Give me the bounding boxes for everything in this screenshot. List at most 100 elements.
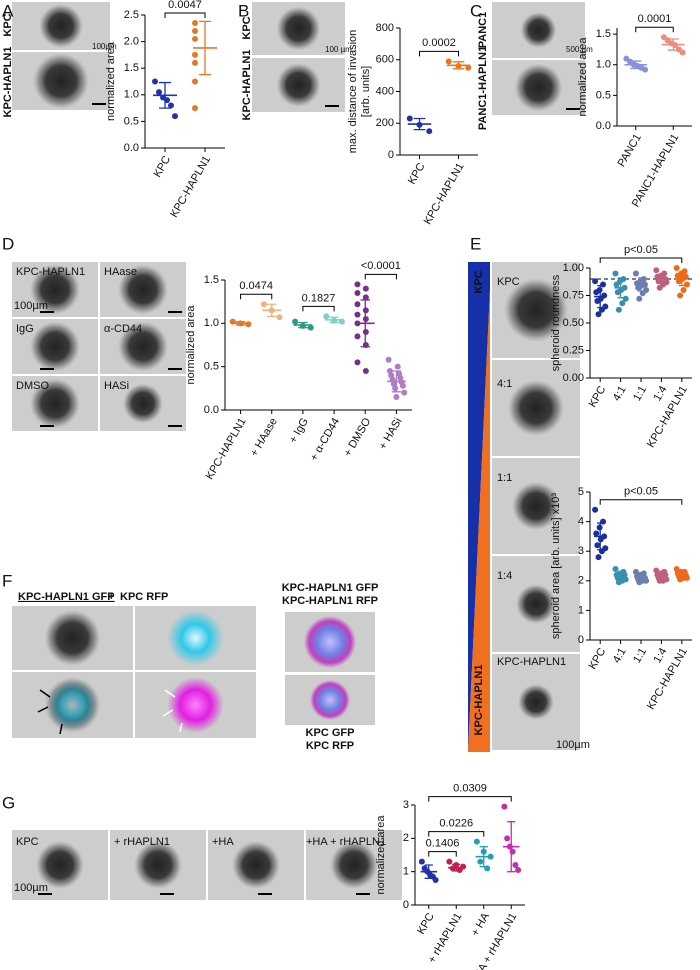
x-tick-label: + α-CD44 bbox=[308, 416, 342, 463]
error-bar bbox=[235, 320, 246, 326]
data-point bbox=[172, 113, 178, 120]
x-tick-label: 4:1 bbox=[611, 646, 629, 665]
data-point bbox=[600, 281, 607, 288]
data-point bbox=[683, 281, 690, 288]
x-tick-label: KPC-HAPLN1 bbox=[645, 384, 690, 450]
spheroid bbox=[276, 6, 321, 51]
ratio-strip-kpc bbox=[468, 262, 490, 752]
panel-label: IgG bbox=[16, 323, 34, 335]
error-bar bbox=[479, 846, 488, 868]
data-point bbox=[622, 295, 629, 302]
x-tick-label: + HA bbox=[469, 910, 492, 938]
panel-letter: C bbox=[470, 1, 482, 20]
error-bar bbox=[597, 522, 604, 551]
y-tick-label: 2.5 bbox=[124, 9, 139, 21]
data-point bbox=[152, 78, 158, 85]
data-point bbox=[593, 289, 600, 296]
data-point bbox=[399, 382, 406, 389]
y-axis-label: max. distance of invasion bbox=[347, 30, 359, 154]
significance-bracket bbox=[599, 257, 683, 263]
panel-label: 100 µm bbox=[325, 45, 352, 54]
arrow bbox=[59, 723, 63, 735]
spheroid bbox=[520, 12, 557, 48]
panel-label: +HA bbox=[212, 836, 234, 848]
data-point bbox=[465, 64, 472, 71]
data-point bbox=[354, 290, 361, 296]
data-point bbox=[477, 858, 484, 865]
spheroid bbox=[310, 680, 350, 720]
p-value: 0.0047 bbox=[168, 0, 202, 11]
data-point bbox=[680, 287, 687, 293]
panel-label: PANC1-HAPLN1 bbox=[477, 46, 489, 130]
panel-label: PANC1 bbox=[477, 12, 489, 48]
y-tick-label: 600 bbox=[376, 54, 394, 66]
data-point bbox=[406, 115, 413, 122]
x-tick-label: KPC bbox=[151, 154, 173, 180]
x-tick-label: KPC bbox=[587, 646, 609, 672]
data-point bbox=[292, 318, 299, 325]
arrow bbox=[39, 689, 51, 698]
data-point bbox=[598, 306, 605, 313]
y-tick-label: 2.0 bbox=[124, 36, 139, 48]
panel-label: HAase bbox=[104, 266, 137, 278]
data-point bbox=[656, 284, 663, 291]
y-tick-label: 2 bbox=[403, 832, 409, 844]
data-point bbox=[653, 267, 660, 274]
data-point bbox=[192, 105, 198, 112]
data-point bbox=[393, 394, 400, 400]
y-tick-label: 4 bbox=[578, 516, 584, 528]
spheroid bbox=[44, 610, 101, 666]
spheroid bbox=[36, 841, 84, 889]
y-tick-label: 1.0 bbox=[204, 317, 219, 329]
spheroid bbox=[514, 63, 563, 112]
y-tick-label: 5 bbox=[578, 486, 584, 498]
data-point bbox=[679, 49, 686, 56]
p-value: 0.0002 bbox=[422, 37, 456, 49]
p-value: p<0.05 bbox=[624, 244, 658, 256]
arrow bbox=[162, 709, 174, 717]
spheroid bbox=[118, 264, 168, 315]
data-point bbox=[504, 835, 511, 842]
arrow bbox=[37, 706, 49, 713]
data-point bbox=[612, 270, 619, 277]
error-bar bbox=[298, 321, 308, 329]
data-point bbox=[639, 290, 646, 297]
panel-label: KPC-HAPLN1 bbox=[241, 50, 253, 121]
panel-label: + bbox=[108, 591, 114, 603]
error-bar bbox=[424, 864, 433, 879]
panel-label: KPC-HAPLN1 RFP bbox=[282, 595, 378, 607]
spheroid-overlay bbox=[48, 681, 97, 729]
data-point bbox=[276, 314, 283, 321]
spheroid bbox=[30, 321, 80, 372]
error-bar bbox=[507, 821, 516, 873]
y-tick-label: 0.00 bbox=[563, 372, 584, 384]
data-point bbox=[619, 300, 626, 307]
x-tick-label: KPC bbox=[587, 384, 609, 410]
spheroid bbox=[276, 63, 321, 107]
y-tick-label: 0.0 bbox=[124, 142, 139, 154]
data-point bbox=[362, 368, 369, 374]
spheroid bbox=[167, 610, 224, 666]
data-point bbox=[362, 285, 369, 292]
panel-label: 100µm bbox=[92, 42, 117, 51]
panel-label: DMSO bbox=[16, 380, 49, 392]
error-bar bbox=[637, 277, 645, 292]
panel-letter: A bbox=[2, 1, 14, 20]
panel-letter: E bbox=[470, 234, 481, 253]
significance-bracket bbox=[635, 26, 674, 33]
y-tick-label: 400 bbox=[376, 85, 394, 97]
spheroid bbox=[30, 378, 80, 429]
y-tick-label: 1.0 bbox=[124, 89, 139, 101]
data-point bbox=[245, 321, 252, 328]
error-bar bbox=[667, 38, 679, 51]
error-bar bbox=[329, 316, 339, 324]
y-tick-label: 1.5 bbox=[124, 62, 139, 74]
panel-label: α-CD44 bbox=[104, 323, 142, 335]
data-point bbox=[612, 565, 619, 572]
y-tick-label: 0.0 bbox=[204, 404, 219, 416]
y-tick-label: 0.5 bbox=[596, 89, 611, 101]
panel-label: +HA + rHAPLN1 bbox=[306, 836, 386, 848]
data-point bbox=[323, 313, 330, 320]
y-tick-label: 0 bbox=[578, 634, 584, 646]
data-point bbox=[673, 265, 680, 271]
